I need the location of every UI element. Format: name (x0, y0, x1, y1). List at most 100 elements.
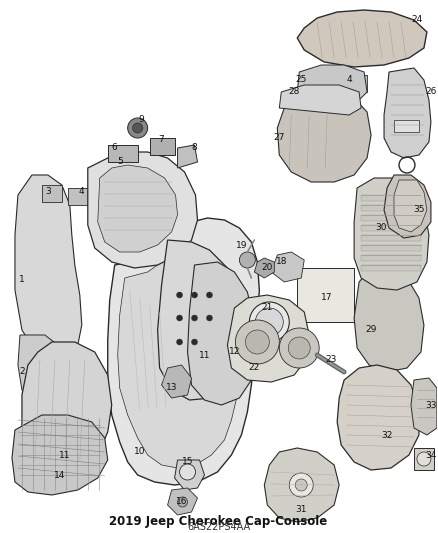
Polygon shape (297, 268, 354, 322)
Polygon shape (98, 165, 177, 252)
Text: 5: 5 (117, 157, 123, 166)
Polygon shape (384, 68, 431, 158)
Polygon shape (384, 175, 431, 238)
Polygon shape (361, 265, 421, 271)
Polygon shape (227, 295, 309, 382)
Circle shape (235, 320, 279, 364)
Circle shape (206, 315, 212, 321)
Text: 10: 10 (134, 448, 145, 456)
Text: 3: 3 (45, 188, 51, 197)
Polygon shape (254, 258, 274, 278)
Text: 32: 32 (381, 431, 393, 440)
Circle shape (289, 473, 313, 497)
Text: 6: 6 (112, 143, 117, 152)
Text: 14: 14 (54, 471, 66, 480)
Text: 16: 16 (176, 497, 187, 506)
Polygon shape (361, 215, 421, 221)
Polygon shape (361, 205, 421, 211)
Text: 2019 Jeep Cherokee Cap-Console: 2019 Jeep Cherokee Cap-Console (110, 515, 328, 529)
Circle shape (191, 315, 198, 321)
Text: 4: 4 (346, 76, 352, 85)
Circle shape (295, 479, 307, 491)
Polygon shape (414, 448, 434, 470)
Polygon shape (88, 152, 198, 268)
Text: 7: 7 (159, 135, 164, 144)
Polygon shape (150, 138, 175, 155)
Polygon shape (297, 10, 427, 67)
Circle shape (177, 339, 183, 345)
Circle shape (249, 302, 289, 342)
Polygon shape (394, 180, 427, 232)
Text: 19: 19 (236, 240, 247, 249)
Text: 11: 11 (59, 450, 71, 459)
Text: 6AS22PS4AA: 6AS22PS4AA (187, 522, 250, 532)
Text: 35: 35 (413, 206, 425, 214)
Polygon shape (341, 75, 367, 92)
Polygon shape (394, 120, 419, 132)
Text: 23: 23 (325, 356, 337, 365)
Polygon shape (271, 252, 304, 282)
Text: 26: 26 (425, 87, 437, 96)
Text: 21: 21 (261, 303, 273, 312)
Text: 17: 17 (321, 294, 333, 303)
Polygon shape (361, 255, 421, 261)
Circle shape (245, 330, 269, 354)
Polygon shape (68, 188, 88, 205)
Polygon shape (42, 185, 62, 202)
Polygon shape (361, 195, 421, 201)
Polygon shape (175, 460, 205, 490)
Text: 15: 15 (182, 457, 193, 466)
Text: 9: 9 (139, 116, 145, 125)
Text: 30: 30 (375, 223, 387, 232)
Circle shape (206, 292, 212, 298)
Text: 27: 27 (274, 133, 285, 142)
Text: 22: 22 (249, 364, 260, 373)
Polygon shape (265, 448, 339, 522)
Circle shape (417, 452, 431, 466)
Text: 2: 2 (19, 367, 25, 376)
Polygon shape (279, 85, 361, 115)
Polygon shape (168, 488, 198, 515)
Polygon shape (108, 145, 138, 162)
Polygon shape (354, 178, 429, 290)
Text: 18: 18 (276, 257, 287, 266)
Circle shape (255, 308, 283, 336)
Polygon shape (162, 365, 191, 398)
Polygon shape (108, 218, 259, 485)
Polygon shape (177, 145, 198, 168)
Polygon shape (118, 248, 240, 468)
Polygon shape (337, 365, 419, 470)
Circle shape (177, 292, 183, 298)
Text: 29: 29 (365, 326, 377, 335)
Text: 13: 13 (166, 384, 177, 392)
Circle shape (191, 292, 198, 298)
Circle shape (177, 315, 183, 321)
Polygon shape (158, 240, 244, 400)
Polygon shape (354, 268, 424, 372)
Polygon shape (297, 65, 367, 108)
Text: 1: 1 (19, 276, 25, 285)
Text: 12: 12 (229, 348, 240, 357)
Circle shape (191, 339, 198, 345)
Text: 33: 33 (425, 400, 437, 409)
Polygon shape (12, 415, 108, 495)
Circle shape (133, 123, 143, 133)
Polygon shape (361, 245, 421, 251)
Text: 11: 11 (199, 351, 210, 359)
Text: 8: 8 (192, 143, 198, 152)
Polygon shape (22, 342, 112, 475)
Text: 20: 20 (261, 263, 273, 272)
Polygon shape (15, 175, 82, 362)
Text: 31: 31 (296, 505, 307, 514)
Polygon shape (361, 225, 421, 231)
Circle shape (180, 464, 195, 480)
Circle shape (288, 337, 310, 359)
Text: 24: 24 (411, 15, 423, 25)
Text: 4: 4 (79, 188, 85, 197)
Circle shape (177, 497, 187, 507)
Text: 34: 34 (425, 450, 437, 459)
Polygon shape (18, 335, 62, 398)
Polygon shape (411, 378, 437, 435)
Polygon shape (361, 235, 421, 241)
Text: 25: 25 (296, 76, 307, 85)
